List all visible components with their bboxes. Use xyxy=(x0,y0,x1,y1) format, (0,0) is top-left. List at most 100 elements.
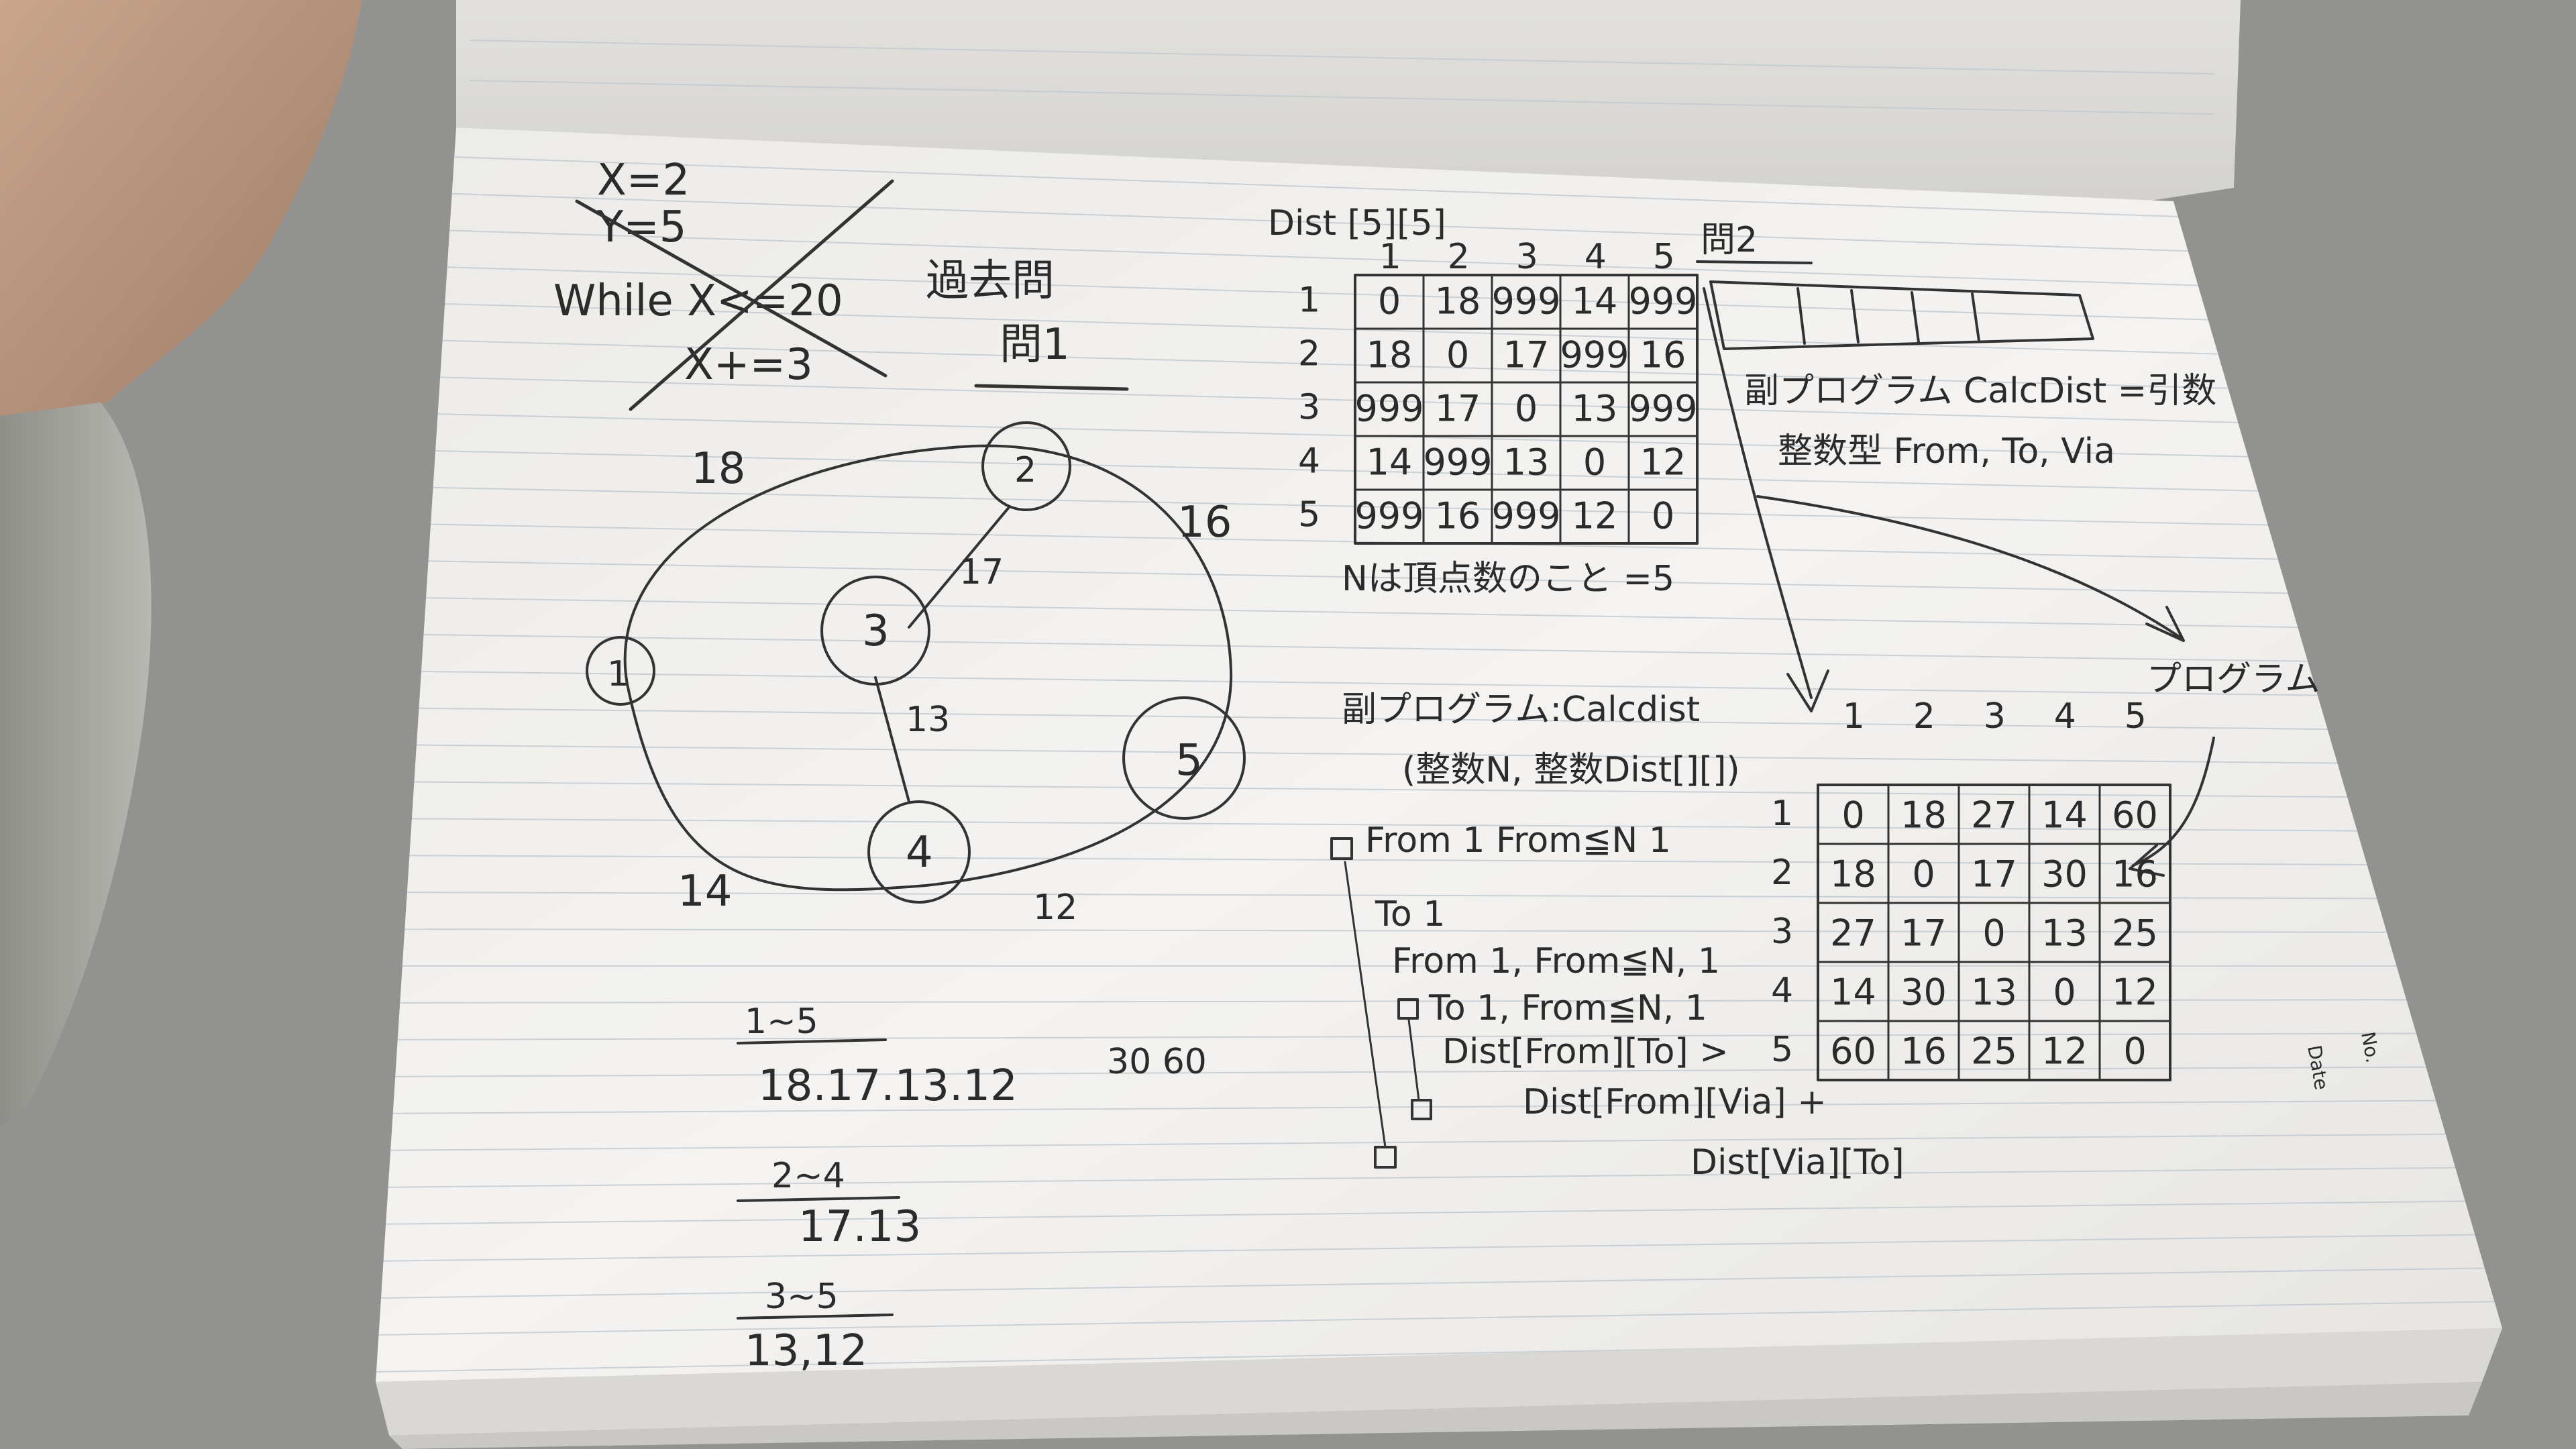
table-cell: 18 xyxy=(1830,853,1876,895)
table-cell: 999 xyxy=(1354,495,1424,537)
row-label: 4 xyxy=(1771,971,1793,1011)
table-cell: 60 xyxy=(2112,794,2158,836)
program-line: Dist[Via][To] xyxy=(1690,1142,1904,1183)
row-label: 1 xyxy=(1298,280,1320,320)
margin-no-label: No. xyxy=(2357,1030,2384,1065)
node-label: 5 xyxy=(1175,736,1203,786)
edge-2-3 xyxy=(908,505,1011,629)
table-cell: 0 xyxy=(1446,334,1469,376)
table-cell: 999 xyxy=(1628,388,1697,430)
path-values: 13,12 xyxy=(745,1326,867,1376)
table-cell: 0 xyxy=(2123,1030,2146,1072)
hand xyxy=(0,0,362,429)
page-edges xyxy=(376,1328,2502,1436)
dist-table-title: Dist [5][5] xyxy=(1268,203,1446,244)
table-cell: 13 xyxy=(2041,912,2088,954)
path-route: 1~5 xyxy=(745,1002,818,1042)
table-frame xyxy=(1817,784,2171,1081)
table-cell: 17 xyxy=(1435,388,1481,430)
table-cell: 999 xyxy=(1491,495,1560,537)
table-cell: 16 xyxy=(2112,853,2158,895)
program-header: 副プログラム:Calcdist xyxy=(1342,690,1700,730)
ruled-lines xyxy=(376,154,2502,1373)
table-cell: 999 xyxy=(1491,280,1560,323)
edge-label: 14 xyxy=(678,867,732,916)
table-cell: 0 xyxy=(1982,912,2005,954)
table-cell: 0 xyxy=(1515,388,1538,430)
strike-line xyxy=(575,199,888,378)
edge-label: 16 xyxy=(1177,498,1232,547)
program-line: To 1, From≦N, 1 xyxy=(1428,988,1707,1028)
right-notes: 問2 副プログラム CalcDist =引数 整数型 From, To, Via… xyxy=(1696,220,2320,877)
while-line: While X<=20 xyxy=(553,276,843,326)
graph-diagram: 1 2 3 4 5 18 16 17 13 14 12 xyxy=(586,421,1246,928)
table-cell: 12 xyxy=(1572,495,1618,537)
table-cell: 14 xyxy=(2041,794,2088,836)
column-header: 5 xyxy=(1653,237,1675,277)
row-label: 1 xyxy=(1771,794,1793,834)
table-cell: 27 xyxy=(1971,794,2017,836)
row-label: 2 xyxy=(1298,333,1320,374)
table-cell: 999 xyxy=(1628,280,1697,323)
program-params: (整数N, 整数Dist[][]) xyxy=(1402,750,1740,790)
row-label: 5 xyxy=(1298,494,1320,535)
result-table: 1 2 3 4 51 0 18 27 14 602 18 0 17 30 163 27 17 0 13 254 14 30… xyxy=(1771,696,2171,1081)
table-cell: 60 xyxy=(1830,1030,1876,1072)
table-cell: 0 xyxy=(2053,971,2076,1013)
upper-page xyxy=(456,0,2241,201)
column-header: 1 xyxy=(1843,696,1865,737)
loop-marker xyxy=(1330,837,1353,860)
program-line: From 1 From≦N 1 xyxy=(1365,820,1671,861)
table-cell: 999 xyxy=(1354,388,1424,430)
sleeve xyxy=(0,402,152,1127)
past-question-label: 過去問 xyxy=(926,256,1055,306)
edge-3-4 xyxy=(874,676,910,803)
table-cell: 25 xyxy=(2112,912,2158,954)
column-header: 3 xyxy=(1516,237,1538,277)
path-route: 3~5 xyxy=(765,1277,839,1317)
graph-node xyxy=(820,576,930,686)
subprogram-line: 副プログラム CalcDist =引数 xyxy=(1744,371,2216,411)
table-cell: 16 xyxy=(1435,495,1481,537)
dist-note: Nは頂点数のこと =5 xyxy=(1342,559,1674,599)
table-cell: 999 xyxy=(1423,441,1492,484)
graph-node xyxy=(1122,696,1246,820)
table-cell: 17 xyxy=(1971,853,2017,895)
assign-x: X=2 xyxy=(597,156,690,205)
table-cell: 13 xyxy=(1572,388,1618,430)
increment-line: X+=3 xyxy=(684,340,813,390)
underline xyxy=(974,384,1129,391)
node-label: 3 xyxy=(862,606,890,656)
column-header: 3 xyxy=(1984,696,2006,737)
row-label: 3 xyxy=(1298,387,1320,427)
table-cell: 16 xyxy=(1900,1030,1947,1072)
table-cell: 13 xyxy=(1503,441,1550,484)
path-values: 17.13 xyxy=(798,1202,921,1252)
table-cell: 999 xyxy=(1560,334,1629,376)
table-cell: 16 xyxy=(1640,334,1686,376)
loop-marker xyxy=(1374,1146,1397,1169)
table-cell: 0 xyxy=(1378,280,1401,323)
arrow xyxy=(2132,737,2215,867)
program-listing: 副プログラム:Calcdist (整数N, 整数Dist[][]) From 1… xyxy=(1330,690,1904,1183)
question1-label: 問1 xyxy=(1000,320,1070,370)
column-header: 5 xyxy=(2125,696,2147,737)
question2-label: 問2 xyxy=(1701,220,1758,260)
table-cell: 12 xyxy=(2041,1030,2088,1072)
table-cell: 18 xyxy=(1435,280,1481,323)
row-label: 2 xyxy=(1771,853,1793,893)
table-cell: 0 xyxy=(1841,794,1864,836)
table-cell: 18 xyxy=(1366,334,1413,376)
table-frame xyxy=(1354,274,1699,545)
table-cell: 18 xyxy=(1900,794,1947,836)
table-cell: 17 xyxy=(1503,334,1550,376)
path-notes: 1~5 18.17.13.12 30 60 2~4 17.13 3~5 13,1… xyxy=(737,1002,1207,1376)
edge-label: 13 xyxy=(906,700,950,740)
table-cell: 0 xyxy=(1912,853,1935,895)
path-route: 2~4 xyxy=(771,1156,845,1196)
table-cell: 14 xyxy=(1830,971,1876,1013)
table-cell: 25 xyxy=(1971,1030,2017,1072)
table-cell: 12 xyxy=(1640,441,1686,484)
node-label: 2 xyxy=(1014,450,1036,490)
